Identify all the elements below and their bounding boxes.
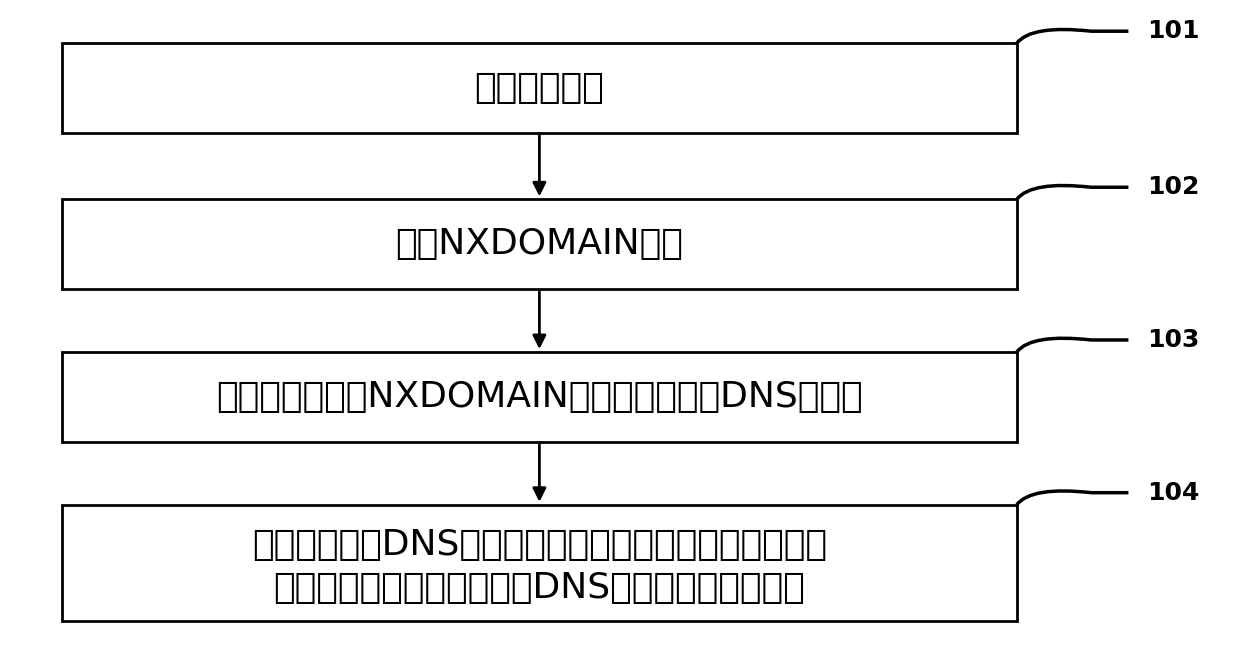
Bar xyxy=(62,352,1017,442)
Text: 102: 102 xyxy=(1147,175,1199,199)
Text: 确定收集得到的NXDOMAIN信息涉及的权威DNS服务器: 确定收集得到的NXDOMAIN信息涉及的权威DNS服务器 xyxy=(216,380,863,414)
Bar xyxy=(62,505,1017,621)
Text: 生成配置文件: 生成配置文件 xyxy=(475,71,604,105)
Text: 运行状态信息确定所述权威DNS服务器是否发生故障: 运行状态信息确定所述权威DNS服务器是否发生故障 xyxy=(274,571,805,606)
Text: 获取所述权威DNS服务器当前的运行状态信息，根据所述: 获取所述权威DNS服务器当前的运行状态信息，根据所述 xyxy=(252,529,827,562)
Text: 103: 103 xyxy=(1147,328,1199,352)
Bar xyxy=(62,43,1017,133)
Text: 101: 101 xyxy=(1147,19,1199,43)
Text: 104: 104 xyxy=(1147,481,1199,505)
Bar xyxy=(62,199,1017,289)
Text: 收集NXDOMAIN信息: 收集NXDOMAIN信息 xyxy=(396,227,683,261)
